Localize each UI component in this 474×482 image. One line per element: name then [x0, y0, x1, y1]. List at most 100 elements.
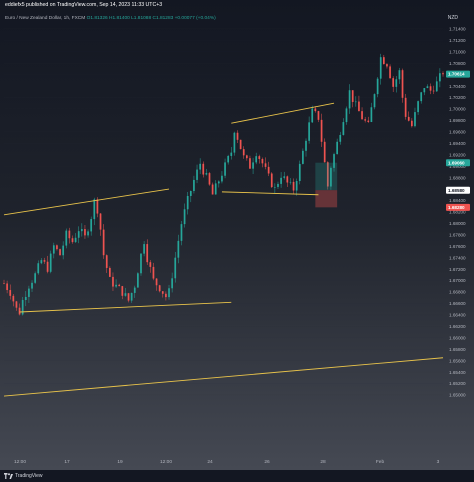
candle-body: [171, 278, 173, 289]
candle-body: [283, 176, 286, 178]
candle-body: [252, 162, 254, 169]
candle-body: [118, 284, 121, 287]
symbol-title: Euro / New Zealand Dollar, 1h, FXCM: [5, 16, 86, 21]
ohlc-values: O1.81326 H1.81400 L1.81088 C1.81283 +0.0…: [86, 16, 216, 21]
trendlines[interactable]: [3, 102, 444, 397]
candle-body: [342, 122, 345, 135]
candle-body: [423, 88, 426, 93]
candle-body: [295, 181, 298, 191]
candle-body: [277, 183, 279, 187]
candle-body: [130, 292, 133, 301]
y-tick-label: 1.69600: [449, 130, 466, 135]
footer-bar: TradingView: [0, 470, 474, 482]
candle-body: [146, 244, 149, 263]
price-axis[interactable]: 1.714001.712001.710001.708001.706001.704…: [449, 27, 466, 398]
candle-body: [323, 141, 326, 163]
candle-body: [364, 119, 367, 121]
candle-body: [298, 163, 301, 182]
candle-body: [65, 230, 68, 246]
y-tick-label: 1.65800: [449, 347, 466, 352]
candle-body: [270, 173, 273, 188]
stop-zone[interactable]: [315, 190, 338, 208]
candle-body: [121, 286, 124, 296]
candle-body: [87, 231, 89, 236]
candle-body: [345, 108, 348, 123]
candle-body: [115, 284, 117, 287]
candle-body: [202, 163, 205, 175]
trendline[interactable]: [19, 301, 232, 313]
candle-body: [339, 134, 342, 142]
candle-body: [158, 285, 161, 292]
y-tick-label: 1.65400: [449, 370, 466, 375]
trendline[interactable]: [3, 357, 444, 397]
candle-body: [99, 213, 102, 230]
brand-name: TradingView: [15, 473, 43, 479]
trendline[interactable]: [221, 191, 319, 196]
time-axis[interactable]: 12:00 17 19 12:00 24 26 28 Feb 3: [14, 459, 440, 465]
candle-body: [302, 150, 304, 164]
candle-body: [417, 101, 419, 113]
price-labels: 1.70614 1.69060 1.68580 1.68280: [446, 70, 470, 211]
y-tick-label: 1.66000: [449, 335, 466, 340]
candle-body: [24, 296, 27, 301]
y-tick-label: 1.70400: [449, 84, 466, 89]
candle-body: [183, 209, 186, 225]
candle-body: [149, 262, 152, 267]
y-tick-label: 1.69400: [449, 141, 466, 146]
y-tick-label: 1.67000: [449, 278, 466, 283]
candle-body: [358, 101, 360, 112]
target-zone[interactable]: [315, 162, 338, 191]
price-label-box: [446, 203, 470, 211]
candle-body: [255, 156, 258, 163]
candle-body: [442, 73, 444, 75]
y-tick-label: 1.66600: [449, 301, 466, 306]
candle-body: [370, 107, 373, 122]
candle-body: [177, 240, 180, 258]
candle-body: [62, 245, 65, 256]
candle-body: [112, 276, 114, 287]
y-tick-label: 1.67400: [449, 255, 466, 260]
candle-body: [77, 231, 80, 238]
x-tick-label: 12:00: [160, 459, 172, 465]
price-label-box: [446, 159, 470, 167]
y-tick-label: 1.68800: [449, 175, 466, 180]
candle-body: [221, 175, 223, 182]
chart-header: eddiefx5 published on TradingView.com, S…: [0, 0, 474, 26]
candle-body: [52, 245, 55, 254]
trendline[interactable]: [231, 102, 335, 124]
y-tick-label: 1.66200: [449, 324, 466, 329]
candle-body: [37, 263, 40, 274]
candle-body: [333, 154, 335, 168]
candle-body: [214, 183, 217, 195]
candle-body: [12, 295, 15, 302]
symbol-legend[interactable]: Euro / New Zealand Dollar, 1h, FXCM O1.8…: [5, 15, 216, 22]
candle-body: [274, 186, 276, 188]
long-position-tool[interactable]: [315, 162, 338, 208]
candle-body: [199, 163, 202, 170]
trendline[interactable]: [3, 188, 170, 216]
y-tick-label: 1.65200: [449, 381, 466, 386]
candle-body: [386, 64, 388, 67]
candle-body: [109, 267, 111, 277]
candle-body: [245, 155, 248, 159]
y-tick-label: 1.67600: [449, 244, 466, 249]
y-tick-label: 1.67200: [449, 267, 466, 272]
candles: [3, 53, 444, 316]
publisher-info: eddiefx5 published on TradingView.com, S…: [5, 2, 163, 8]
candle-body: [317, 111, 320, 120]
candle-body: [258, 156, 261, 159]
candle-body: [439, 73, 441, 82]
candle-body: [348, 90, 351, 109]
x-tick-label: 26: [264, 459, 270, 465]
candle-body: [40, 260, 43, 264]
candle-body: [227, 155, 230, 163]
candle-body: [168, 288, 170, 298]
candle-body: [155, 278, 158, 286]
candle-body: [193, 179, 195, 191]
candle-body: [395, 79, 398, 87]
candle-body: [56, 245, 58, 250]
candle-body: [420, 92, 423, 102]
candle-body: [311, 108, 314, 123]
